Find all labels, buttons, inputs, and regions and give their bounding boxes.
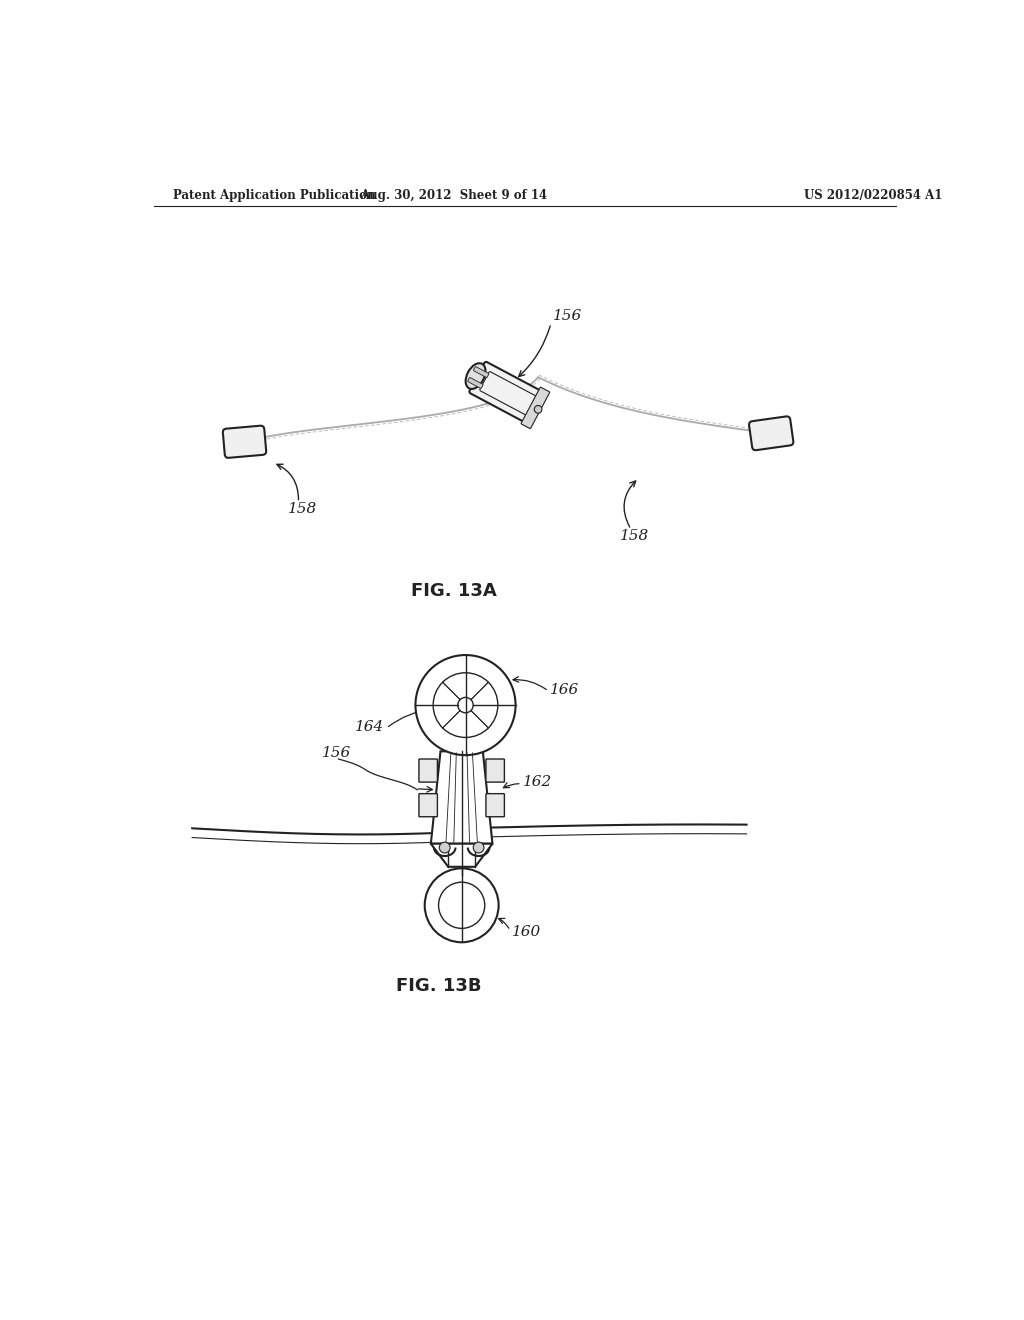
- Circle shape: [433, 673, 498, 738]
- Circle shape: [473, 842, 484, 853]
- Text: 158: 158: [289, 502, 317, 516]
- FancyBboxPatch shape: [223, 425, 266, 458]
- FancyBboxPatch shape: [419, 793, 437, 817]
- Text: 156: 156: [553, 309, 582, 323]
- FancyBboxPatch shape: [486, 793, 505, 817]
- Text: 162: 162: [523, 775, 553, 789]
- FancyBboxPatch shape: [521, 387, 550, 429]
- Circle shape: [425, 869, 499, 942]
- Text: FIG. 13B: FIG. 13B: [396, 977, 481, 995]
- Circle shape: [439, 842, 451, 853]
- Text: Patent Application Publication: Patent Application Publication: [173, 189, 376, 202]
- FancyBboxPatch shape: [469, 362, 547, 425]
- Polygon shape: [431, 751, 493, 843]
- Circle shape: [458, 697, 473, 713]
- Circle shape: [535, 405, 542, 413]
- Text: US 2012/0220854 A1: US 2012/0220854 A1: [804, 189, 943, 202]
- FancyBboxPatch shape: [749, 416, 794, 450]
- Text: 158: 158: [620, 529, 649, 543]
- Text: 156: 156: [322, 746, 351, 760]
- FancyBboxPatch shape: [486, 759, 505, 781]
- Text: FIG. 13A: FIG. 13A: [411, 582, 497, 601]
- Circle shape: [416, 655, 515, 755]
- Polygon shape: [431, 843, 493, 867]
- FancyBboxPatch shape: [419, 759, 437, 781]
- FancyBboxPatch shape: [473, 367, 488, 378]
- Text: 164: 164: [355, 719, 385, 734]
- FancyBboxPatch shape: [468, 378, 483, 388]
- Text: Aug. 30, 2012  Sheet 9 of 14: Aug. 30, 2012 Sheet 9 of 14: [360, 189, 548, 202]
- Ellipse shape: [466, 363, 485, 389]
- Text: 166: 166: [550, 682, 580, 697]
- Text: 160: 160: [512, 925, 541, 940]
- Circle shape: [438, 882, 484, 928]
